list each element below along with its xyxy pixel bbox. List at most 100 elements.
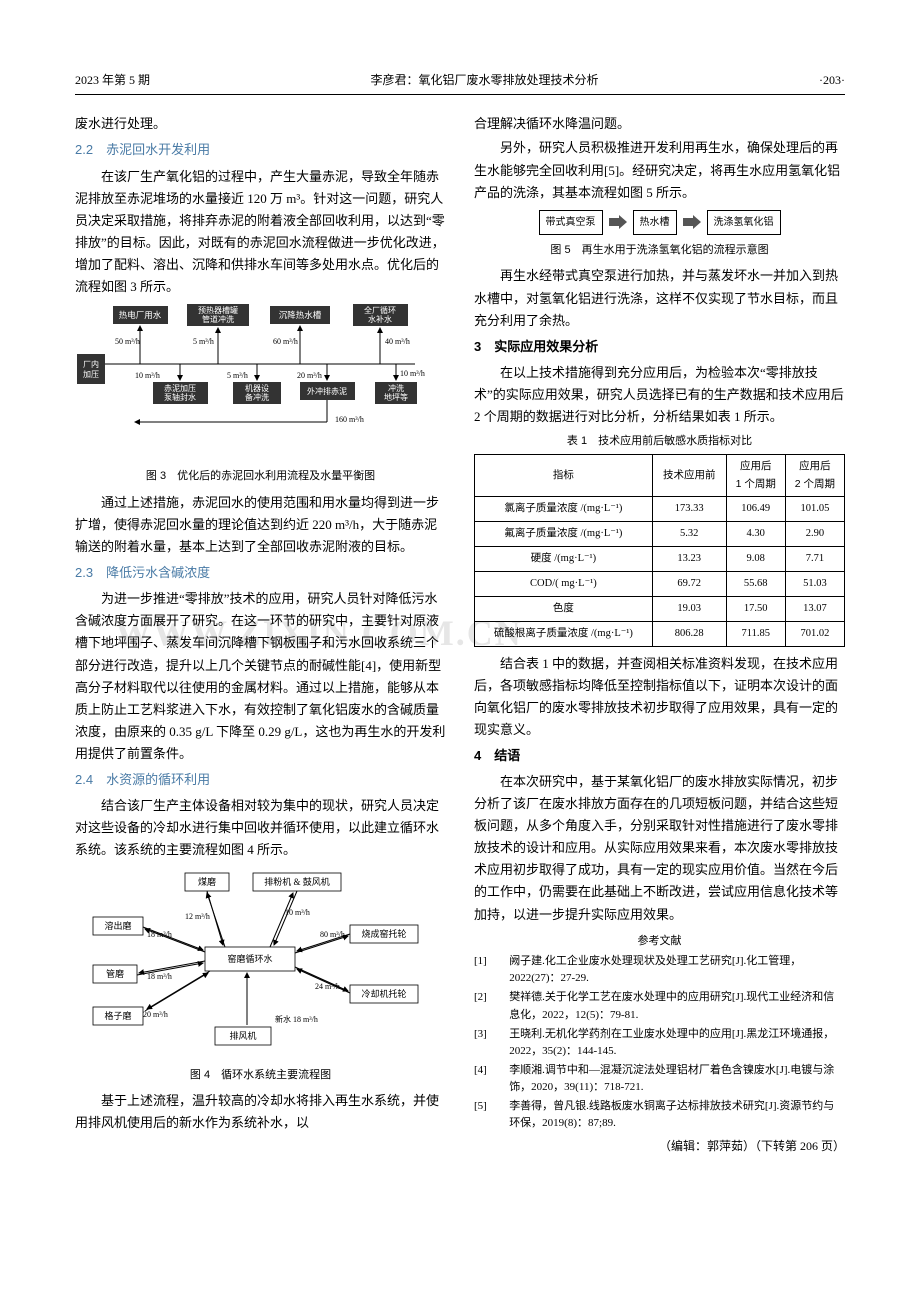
table-cell: 106.49 xyxy=(726,497,785,522)
svg-text:160 m³/h: 160 m³/h xyxy=(335,415,364,424)
table-cell: 2.90 xyxy=(785,522,844,547)
figure-4: 窑磨循环水 煤磨 排粉机 & 鼓风机 溶出磨 管磨 格子磨 排风机 冷却机托轮 … xyxy=(75,867,446,1059)
para: 合理解决循环水降温问题。 xyxy=(474,113,845,135)
table-cell: 13.07 xyxy=(785,596,844,621)
table-cell: 173.33 xyxy=(652,497,726,522)
svg-text:40 m³/h: 40 m³/h xyxy=(385,337,410,346)
table-cell: 701.02 xyxy=(785,621,844,646)
section-4: 4 结语 xyxy=(474,745,845,767)
table-cell: 55.68 xyxy=(726,572,785,597)
svg-text:20 m³/h: 20 m³/h xyxy=(297,371,322,380)
svg-text:赤泥加压: 赤泥加压 xyxy=(164,383,196,393)
svg-text:18 m³/h: 18 m³/h xyxy=(147,972,172,981)
header-left: 2023 年第 5 期 xyxy=(75,70,150,90)
svg-text:外冲排赤泥: 外冲排赤泥 xyxy=(307,386,347,396)
svg-text:冷却机托轮: 冷却机托轮 xyxy=(361,988,406,999)
table-cell: 51.03 xyxy=(785,572,844,597)
table-cell: 氟离子质量浓度 /(mg·L⁻¹) xyxy=(475,522,653,547)
svg-text:热电厂用水: 热电厂用水 xyxy=(119,310,162,320)
svg-text:机器设: 机器设 xyxy=(245,383,269,393)
para: 在以上技术措施得到充分应用后，为检验本次“零排放技术”的实际应用效果，研究人员选… xyxy=(474,362,845,428)
th-after1: 应用后1 个周期 xyxy=(726,454,785,497)
table-cell: 711.85 xyxy=(726,621,785,646)
table-cell: 4.30 xyxy=(726,522,785,547)
table-cell: 5.32 xyxy=(652,522,726,547)
page-header: 2023 年第 5 期 李彦君：氧化铝厂废水零排放处理技术分析 ·203· xyxy=(75,70,845,95)
section-2-4: 2.4 水资源的循环利用 xyxy=(75,769,446,791)
reference-item: [5]李善得，曾凡银.线路板废水铜离子达标排放技术研究[J].资源节约与环保，2… xyxy=(474,1098,845,1132)
para: 通过上述措施，赤泥回水的使用范围和用水量均得到进一步扩增，使得赤泥回水量的理论值… xyxy=(75,492,446,558)
left-column: WWW.ZIXIN.COM.CN 废水进行处理。 2.2 赤泥回水开发利用 在该… xyxy=(75,113,446,1156)
th-before: 技术应用前 xyxy=(652,454,726,497)
svg-text:水补水: 水补水 xyxy=(368,314,392,324)
svg-text:管磨: 管磨 xyxy=(106,968,124,979)
reference-item: [2]樊祥德.关于化学工艺在废水处理中的应用研究[J].现代工业经济和信息化，2… xyxy=(474,989,845,1023)
table-cell: 氯离子质量浓度 /(mg·L⁻¹) xyxy=(475,497,653,522)
table1-caption: 表 1 技术应用前后敏感水质指标对比 xyxy=(474,432,845,451)
table-cell: 硬度 /(mg·L⁻¹) xyxy=(475,547,653,572)
reference-item: [4]李顺湘.调节中和—混凝沉淀法处理铝材厂着色含镍废水[J].电镀与涂饰，20… xyxy=(474,1062,845,1096)
svg-text:格子磨: 格子磨 xyxy=(104,1010,131,1021)
svg-text:50 m³/h: 50 m³/h xyxy=(115,337,140,346)
para: 废水进行处理。 xyxy=(75,113,446,135)
svg-text:24 m³/h: 24 m³/h xyxy=(315,982,340,991)
table-cell: 101.05 xyxy=(785,497,844,522)
para: 为进一步推进“零排放”技术的应用，研究人员针对降低污水含碱浓度方面展开了研究。在… xyxy=(75,588,446,765)
fig5-box-1: 带式真空泵 xyxy=(539,210,603,235)
para: 再生水经带式真空泵进行加热，并与蒸发坏水一并加入到热水槽中，对氢氧化铝进行洗涤，… xyxy=(474,265,845,331)
para: 结合该厂生产主体设备相对较为集中的现状，研究人员决定对这些设备的冷却水进行集中回… xyxy=(75,795,446,861)
svg-text:沉降热水槽: 沉降热水槽 xyxy=(279,310,322,320)
table-row: COD/( mg·L⁻¹)69.7255.6851.03 xyxy=(475,572,845,597)
figure-5: 带式真空泵 热水槽 洗涤氢氧化铝 xyxy=(474,210,845,235)
svg-text:10 m³/h: 10 m³/h xyxy=(285,908,310,917)
table-cell: 色度 xyxy=(475,596,653,621)
svg-text:排粉机 & 鼓风机: 排粉机 & 鼓风机 xyxy=(264,876,330,887)
svg-text:溶出磨: 溶出磨 xyxy=(104,920,131,931)
th-after2: 应用后2 个周期 xyxy=(785,454,844,497)
section-2-3: 2.3 降低污水含碱浓度 xyxy=(75,562,446,584)
svg-text:煤磨: 煤磨 xyxy=(198,876,216,887)
fig5-caption: 图 5 再生水用于洗涤氢氧化铝的流程示意图 xyxy=(474,241,845,260)
table-header-row: 指标 技术应用前 应用后1 个周期 应用后2 个周期 xyxy=(475,454,845,497)
table-row: 氯离子质量浓度 /(mg·L⁻¹)173.33106.49101.05 xyxy=(475,497,845,522)
para: 结合表 1 中的数据，并查阅相关标准资料发现，在技术应用后，各项敏感指标均降低至… xyxy=(474,653,845,741)
svg-text:10 m³/h: 10 m³/h xyxy=(400,369,425,378)
para: 基于上述流程，温升较高的冷却水将排入再生水系统，并使用排风机使用后的新水作为系统… xyxy=(75,1090,446,1134)
svg-text:20 m³/h: 20 m³/h xyxy=(143,1010,168,1019)
svg-text:地坪等: 地坪等 xyxy=(384,392,408,402)
table-cell: 7.71 xyxy=(785,547,844,572)
svg-text:18 m³/h: 18 m³/h xyxy=(147,930,172,939)
table-row: 氟离子质量浓度 /(mg·L⁻¹)5.324.302.90 xyxy=(475,522,845,547)
table-cell: 9.08 xyxy=(726,547,785,572)
svg-text:泵轴封水: 泵轴封水 xyxy=(164,392,196,402)
svg-text:新水 18 m³/h: 新水 18 m³/h xyxy=(275,1014,318,1024)
svg-text:预热器槽罐: 预热器槽罐 xyxy=(198,305,238,315)
svg-text:厂内: 厂内 xyxy=(83,359,99,369)
editor-note: （编辑：郭萍茹）（下转第 206 页） xyxy=(474,1136,845,1156)
svg-text:备冲洗: 备冲洗 xyxy=(245,392,269,402)
svg-text:5 m³/h: 5 m³/h xyxy=(193,337,214,346)
fig5-box-3: 洗涤氢氧化铝 xyxy=(707,210,781,235)
svg-text:烧成窑托轮: 烧成窑托轮 xyxy=(361,928,406,939)
header-center: 李彦君：氧化铝厂废水零排放处理技术分析 xyxy=(371,70,599,90)
svg-text:冲洗: 冲洗 xyxy=(388,383,404,393)
svg-text:12 m³/h: 12 m³/h xyxy=(185,912,210,921)
two-column-layout: WWW.ZIXIN.COM.CN 废水进行处理。 2.2 赤泥回水开发利用 在该… xyxy=(75,113,845,1156)
table-1: 指标 技术应用前 应用后1 个周期 应用后2 个周期 氯离子质量浓度 /(mg·… xyxy=(474,454,845,647)
table-cell: 硫酸根离子质量浓度 /(mg·L⁻¹) xyxy=(475,621,653,646)
table-cell: 17.50 xyxy=(726,596,785,621)
header-right: ·203· xyxy=(819,70,845,90)
section-2-2: 2.2 赤泥回水开发利用 xyxy=(75,139,446,161)
fig3-caption: 图 3 优化后的赤泥回水利用流程及水量平衡图 xyxy=(75,467,446,486)
table-row: 色度19.0317.5013.07 xyxy=(475,596,845,621)
table-cell: 19.03 xyxy=(652,596,726,621)
arrow-right-icon xyxy=(683,215,701,229)
svg-text:10 m³/h: 10 m³/h xyxy=(135,371,160,380)
references-heading: 参考文献 xyxy=(474,932,845,951)
table-row: 硫酸根离子质量浓度 /(mg·L⁻¹)806.28711.85701.02 xyxy=(475,621,845,646)
arrow-right-icon xyxy=(609,215,627,229)
svg-text:80 m³/h: 80 m³/h xyxy=(320,930,345,939)
table-cell: 13.23 xyxy=(652,547,726,572)
fig4-caption: 图 4 循环水系统主要流程图 xyxy=(75,1066,446,1085)
table-cell: 69.72 xyxy=(652,572,726,597)
